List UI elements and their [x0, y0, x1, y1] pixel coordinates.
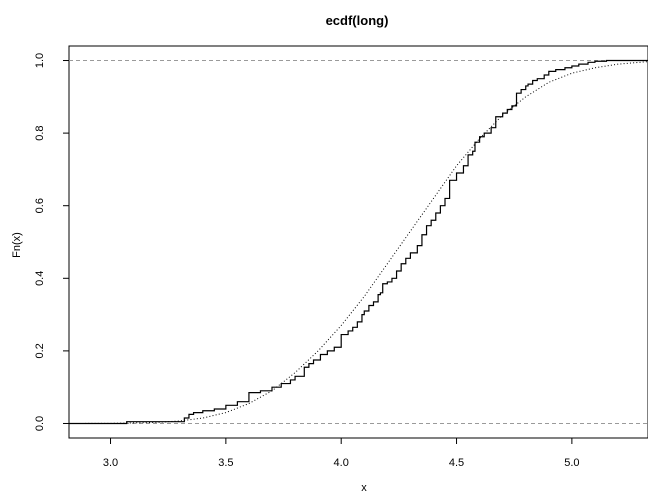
chart-title: ecdf(long) [326, 13, 389, 28]
reference-cdf-dotted-line [68, 61, 648, 424]
x-tick-label-0: 3.0 [103, 457, 118, 469]
ecdf-step-line [69, 59, 648, 425]
y-tick-label-0: 0.0 [34, 416, 46, 431]
y-axis-label: Fn(x) [11, 232, 23, 258]
reference-lines [69, 60, 648, 424]
y-tick-label-1: 0.2 [34, 343, 46, 358]
x-tick-label-1: 3.5 [218, 457, 233, 469]
y-tick-label-5: 1.0 [34, 53, 46, 68]
y-tick-label-3: 0.6 [34, 198, 46, 213]
y-tick-label-2: 0.4 [34, 271, 46, 286]
x-axis-label: x [361, 482, 367, 494]
y-tick-label-4: 0.8 [34, 125, 46, 140]
plot-frame [68, 45, 648, 439]
series-layer [68, 59, 648, 425]
y-axis: 0.0 0.2 0.4 0.6 0.8 1.0 [34, 53, 69, 431]
x-tick-label-3: 4.5 [449, 457, 464, 469]
x-axis: 3.0 3.5 4.0 4.5 5.0 [103, 438, 580, 469]
x-tick-label-4: 5.0 [564, 457, 579, 469]
x-tick-label-2: 4.0 [334, 457, 349, 469]
